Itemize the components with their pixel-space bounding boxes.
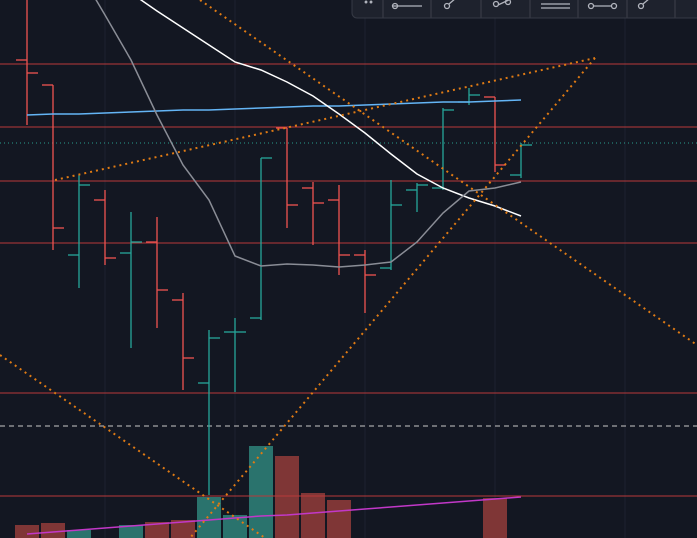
volume-bar — [197, 497, 221, 538]
volume-bar — [223, 515, 247, 538]
moving-average — [26, 496, 522, 535]
volume-bar — [41, 523, 65, 538]
volume-bar — [301, 493, 325, 538]
volume-bar — [275, 456, 299, 538]
toolbar[interactable] — [351, 0, 697, 19]
moving-average — [95, 0, 522, 268]
volume-bar — [67, 530, 91, 538]
moving-average — [139, 0, 522, 217]
volume-bar — [119, 525, 143, 538]
volume-bar — [249, 446, 273, 538]
volume-bar — [15, 525, 39, 538]
levels — [0, 63, 697, 497]
price-layer — [16, 0, 532, 495]
moving-average — [26, 99, 522, 116]
volume-bar — [171, 520, 195, 538]
volume-layer — [15, 446, 522, 538]
volume-bar — [483, 498, 507, 538]
volume-bar — [145, 522, 169, 538]
volume-bar — [327, 500, 351, 538]
